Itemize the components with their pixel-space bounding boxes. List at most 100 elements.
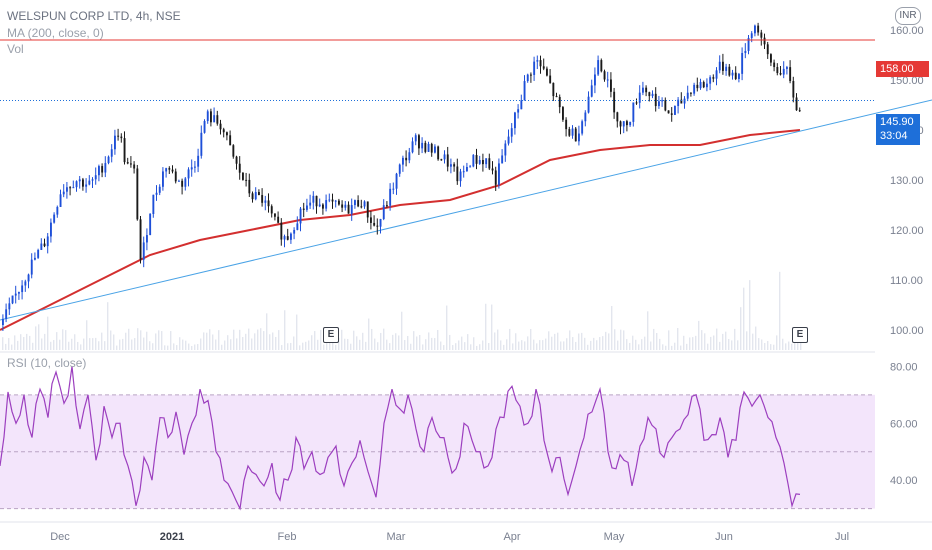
volume-bar xyxy=(617,340,619,350)
candle xyxy=(434,144,436,154)
volume-bar xyxy=(443,345,445,350)
volume-bar xyxy=(782,338,784,350)
candle xyxy=(789,60,792,84)
volume-bar xyxy=(353,330,355,350)
currency-badge[interactable]: INR xyxy=(895,7,921,25)
volume-bar xyxy=(728,339,730,350)
candle xyxy=(235,155,238,170)
candle xyxy=(533,56,536,81)
candle-body xyxy=(610,79,612,92)
volume-bar xyxy=(314,331,316,350)
volume-bar xyxy=(383,328,385,350)
candle-body xyxy=(248,179,251,194)
candle xyxy=(72,180,75,189)
candle-body xyxy=(251,193,254,200)
candle-body xyxy=(8,303,11,310)
candle xyxy=(776,63,779,76)
volume-bar xyxy=(629,342,631,350)
trendline xyxy=(0,99,932,321)
candle-body xyxy=(274,213,276,217)
volume-bar xyxy=(338,337,340,350)
candle xyxy=(78,175,81,189)
candle-body xyxy=(754,25,756,34)
candle-body xyxy=(312,195,315,203)
candle-body xyxy=(158,186,161,193)
volume-bar xyxy=(41,338,43,350)
candle-body xyxy=(603,71,606,80)
volume-bar xyxy=(395,333,397,350)
volume-bar xyxy=(26,333,28,350)
candle xyxy=(648,91,651,102)
candle-body xyxy=(462,171,465,173)
candle-body xyxy=(578,133,580,142)
candle-body xyxy=(741,53,744,74)
candle xyxy=(162,167,164,191)
candle-body xyxy=(725,66,728,71)
candle-body xyxy=(85,184,88,187)
candle xyxy=(421,137,424,154)
candle xyxy=(466,162,468,172)
candle-body xyxy=(776,67,779,74)
candle-body xyxy=(24,281,27,286)
candle-body xyxy=(267,200,270,207)
candle xyxy=(290,232,292,244)
candle xyxy=(152,194,155,218)
candle-body xyxy=(190,167,193,170)
candle xyxy=(261,188,264,207)
candle-body xyxy=(101,166,104,173)
candle xyxy=(174,168,177,184)
volume-bar xyxy=(161,331,163,350)
volume-bar xyxy=(350,343,352,350)
candle-body xyxy=(565,119,568,130)
candle xyxy=(418,133,420,156)
candle xyxy=(584,110,587,127)
candle-body xyxy=(459,171,462,182)
candle-body xyxy=(315,195,318,207)
candle-body xyxy=(590,85,593,97)
candle-body xyxy=(626,121,628,126)
volume-bar xyxy=(92,338,94,350)
earnings-badge[interactable]: E xyxy=(792,327,808,343)
candle xyxy=(14,285,17,304)
candle-body xyxy=(434,146,436,153)
candle-body xyxy=(350,205,353,214)
candle-body xyxy=(136,168,139,220)
volume-bar xyxy=(785,343,787,350)
candle-body xyxy=(680,99,683,104)
volume-bar xyxy=(521,340,523,350)
candle xyxy=(712,74,715,83)
candle xyxy=(203,119,206,134)
candle xyxy=(184,177,187,191)
candle-body xyxy=(494,170,497,185)
candle xyxy=(222,127,225,138)
volume-bar xyxy=(473,337,475,350)
volume-bar xyxy=(422,344,424,350)
candle-body xyxy=(456,166,459,182)
candle xyxy=(325,194,328,212)
time-tick-label: Apr xyxy=(503,531,520,543)
candle-body xyxy=(94,175,97,180)
volume-bar xyxy=(335,344,337,350)
candle xyxy=(715,67,718,86)
volume-bar xyxy=(698,320,700,350)
candle xyxy=(683,96,686,109)
candle xyxy=(562,106,564,122)
volume-bar xyxy=(584,337,586,350)
rsi-tick-label: 60.00 xyxy=(890,418,918,430)
volume-bar xyxy=(128,328,130,350)
volume-bar xyxy=(737,340,739,350)
candle xyxy=(302,202,305,218)
candle-body xyxy=(536,60,539,62)
candle-body xyxy=(322,204,324,209)
candle xyxy=(91,177,94,189)
volume-bar xyxy=(275,336,277,350)
volume-bar xyxy=(164,345,166,350)
earnings-badge[interactable]: E xyxy=(323,327,339,343)
candle xyxy=(5,303,8,323)
volume-bar xyxy=(626,339,628,350)
volume-bar xyxy=(581,332,583,350)
candle-body xyxy=(258,192,260,196)
candles xyxy=(2,22,801,332)
candle-body xyxy=(213,115,216,123)
